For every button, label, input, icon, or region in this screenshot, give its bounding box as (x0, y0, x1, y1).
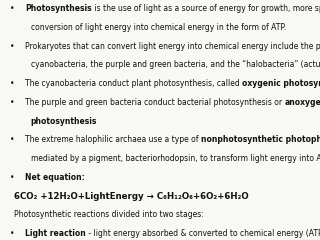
Text: •: • (10, 42, 14, 51)
Text: The extreme halophilic archaea use a type of: The extreme halophilic archaea use a typ… (25, 135, 201, 144)
Text: photosynthesis: photosynthesis (30, 117, 97, 126)
Text: The purple and green bacteria conduct bacterial photosynthesis or: The purple and green bacteria conduct ba… (25, 98, 284, 107)
Text: •: • (10, 79, 14, 88)
Text: Photosynthetic reactions divided into two stages:: Photosynthetic reactions divided into tw… (14, 210, 204, 219)
Text: •: • (10, 98, 14, 107)
Text: 6CO₂ +12H₂O+LightEnergy → C₆H₁₂O₆+6O₂+6H₂O: 6CO₂ +12H₂O+LightEnergy → C₆H₁₂O₆+6O₂+6H… (14, 192, 249, 201)
Text: •: • (10, 229, 14, 238)
Text: •: • (10, 173, 14, 182)
Text: •: • (10, 135, 14, 144)
Text: The cyanobacteria conduct plant photosynthesis, called: The cyanobacteria conduct plant photosyn… (25, 79, 242, 88)
Text: nonphotosynthetic photophosphorylation: nonphotosynthetic photophosphorylation (201, 135, 320, 144)
Text: - light energy absorbed & converted to chemical energy (ATP, NADPH): - light energy absorbed & converted to c… (86, 229, 320, 238)
Text: mediated by a pigment, bacteriorhodopsin, to transform light energy into ATP.: mediated by a pigment, bacteriorhodopsin… (30, 154, 320, 163)
Text: Prokaryotes that can convert light energy into chemical energy include the photo: Prokaryotes that can convert light energ… (25, 42, 320, 51)
Text: oxygenic photosynthesis: oxygenic photosynthesis (242, 79, 320, 88)
Text: Net equation:: Net equation: (25, 173, 85, 182)
Text: •: • (10, 4, 14, 13)
Text: Photosynthesis: Photosynthesis (25, 4, 92, 13)
Text: is the use of light as a source of energy for growth, more specifically the: is the use of light as a source of energ… (92, 4, 320, 13)
Text: conversion of light energy into chemical energy in the form of ATP.: conversion of light energy into chemical… (30, 23, 286, 32)
Text: Light reaction: Light reaction (25, 229, 86, 238)
Text: cyanobacteria, the purple and green bacteria, and the “halobacteria” (actually a: cyanobacteria, the purple and green bact… (30, 60, 320, 69)
Text: anoxygenic: anoxygenic (284, 98, 320, 107)
